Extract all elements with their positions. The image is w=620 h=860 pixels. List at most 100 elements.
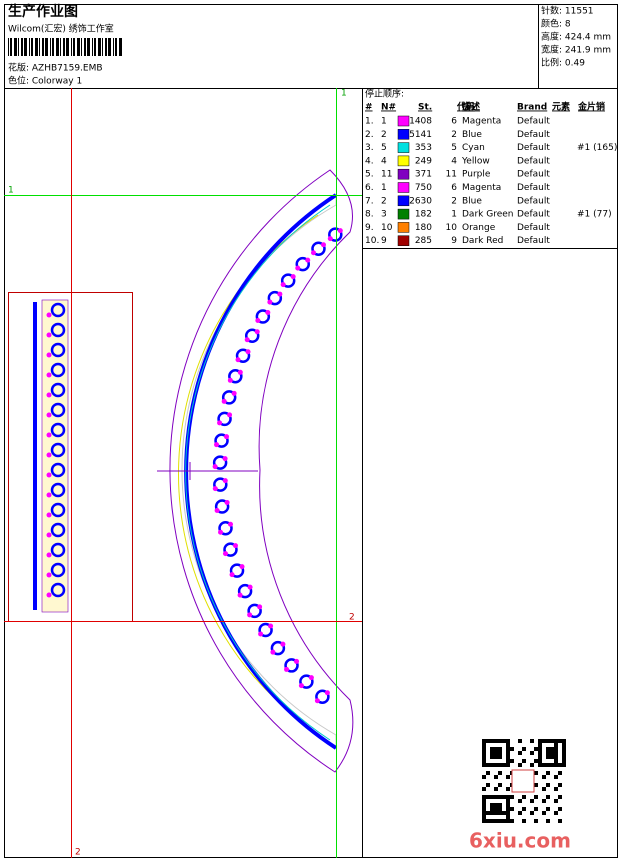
qr-cell: [498, 747, 502, 751]
column-header: 代码: [456, 101, 475, 113]
motif: [237, 583, 253, 599]
cell: 3: [381, 210, 387, 220]
qr-cell: [554, 811, 558, 815]
column-header: St.: [418, 103, 432, 113]
qr-cell: [494, 747, 498, 751]
qr-cell: [546, 795, 550, 799]
motif-dot: [46, 412, 52, 418]
motif-dot: [46, 392, 52, 398]
qr-cell: [498, 819, 502, 823]
qr-cell: [498, 807, 502, 811]
cell: 11: [446, 170, 457, 180]
bar-stripe: [39, 38, 40, 56]
motif-dot: [221, 398, 227, 404]
qr-cell: [538, 743, 542, 747]
qr-cell: [534, 747, 538, 751]
qr-cell: [486, 771, 490, 775]
qr-cell: [518, 799, 522, 803]
qr-cell: [550, 763, 554, 767]
cell: 2.: [365, 130, 374, 140]
cell: 2: [381, 130, 387, 140]
qr-cell: [482, 743, 486, 747]
qr-cell: [482, 755, 486, 759]
qr-cell: [506, 803, 510, 807]
motif-dot: [46, 492, 52, 498]
qr-cell: [546, 763, 550, 767]
bar-stripe: [94, 38, 96, 56]
qr-cell: [486, 795, 490, 799]
motif-dot: [237, 592, 243, 598]
color-swatch: [397, 168, 410, 180]
qr-cell: [482, 787, 486, 791]
color-swatch: [397, 222, 410, 233]
qr-cell: [494, 811, 498, 815]
qr-cell: [482, 819, 486, 823]
cell: Dark Red: [462, 236, 503, 246]
qr-cell: [538, 759, 542, 763]
qr-cell: [530, 751, 534, 755]
qr-cell: [550, 747, 554, 751]
motif: [213, 477, 228, 492]
motif-dot: [320, 242, 326, 248]
motif-dot: [46, 312, 52, 318]
cell: 1.: [365, 117, 374, 127]
stat: 宽度: 241.9 mm: [541, 44, 611, 56]
qr-logo: [511, 769, 535, 793]
bar-stripe: [102, 38, 103, 56]
qr-cell: [506, 787, 510, 791]
qr-cell: [562, 759, 566, 763]
qr-cell: [490, 747, 494, 751]
qr-cell: [538, 755, 542, 759]
motif: [229, 563, 245, 578]
cell: 4.: [365, 156, 374, 166]
column-header: 元素: [552, 101, 570, 113]
qr-cell: [554, 787, 558, 791]
cell: 4: [381, 156, 387, 166]
qr-cell: [550, 755, 554, 759]
cell: #1 (165): [577, 143, 617, 153]
qr-cell: [546, 751, 550, 755]
motif: [258, 622, 273, 638]
cell: Default: [517, 196, 550, 206]
qr-cell: [554, 751, 558, 755]
motif-dot: [228, 521, 234, 527]
qr-code: [482, 739, 566, 823]
cell: 4: [451, 156, 457, 166]
motif-dot: [239, 564, 245, 570]
qr-cell: [554, 759, 558, 763]
cell: Dark Green: [462, 210, 513, 220]
motif-dot: [324, 690, 330, 696]
motif-dot: [218, 529, 224, 535]
qr-cell: [558, 771, 562, 775]
motif-dot: [305, 257, 311, 263]
motif: [50, 402, 66, 418]
bar-stripe: [60, 38, 61, 56]
qr-cell: [506, 807, 510, 811]
qr-cell: [562, 763, 566, 767]
stat: 比例: 0.49: [541, 57, 585, 69]
bar-stripe: [77, 38, 80, 56]
qr-cell: [510, 819, 514, 823]
motif-dot: [232, 543, 238, 549]
qr-cell: [482, 751, 486, 755]
motif: [214, 433, 229, 448]
motif-dot: [257, 604, 263, 610]
qr-cell: [542, 799, 546, 803]
qr-cell: [538, 747, 542, 751]
motif: [255, 309, 271, 324]
qr-cell: [490, 811, 494, 815]
motif-dot: [327, 236, 333, 242]
title: 生产作业图: [8, 3, 78, 20]
motif: [244, 328, 260, 343]
cell: 1: [381, 117, 387, 127]
qr-cell: [546, 747, 550, 751]
motif-dot: [222, 456, 228, 462]
qr-cell: [482, 815, 486, 819]
qr-cell: [530, 811, 534, 815]
cell: 8.: [365, 210, 374, 220]
bar-stripe: [42, 38, 44, 56]
qr-cell: [490, 739, 494, 743]
qr-cell: [502, 795, 506, 799]
qr-cell: [554, 747, 558, 751]
qr-cell: [542, 787, 546, 791]
